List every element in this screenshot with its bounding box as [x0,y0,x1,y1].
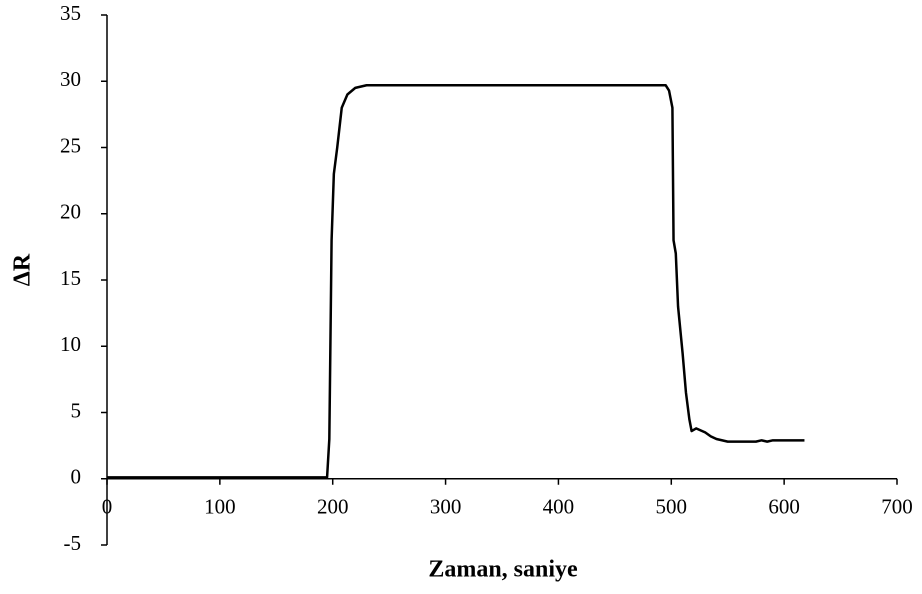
data-line [107,83,805,479]
x-tick-label: 300 [430,495,462,519]
y-tick-label: 15 [60,266,81,290]
x-tick-label: 500 [656,495,688,519]
y-tick-label: -5 [64,531,82,555]
y-axis-label: ΔR [10,253,36,286]
x-tick-label: 700 [881,495,913,519]
y-tick-label: 5 [71,398,82,422]
x-tick-label: 200 [317,495,349,519]
x-tick-label: 400 [543,495,575,519]
y-tick-label: 20 [60,200,81,224]
y-tick-label: 10 [60,332,81,356]
x-tick-label: 0 [102,495,113,519]
y-tick-label: 35 [60,1,81,25]
x-axis-label: Zaman, saniye [428,557,578,583]
y-tick-label: 25 [60,133,81,157]
x-tick-label: 100 [204,495,236,519]
y-tick-label: 30 [60,67,81,91]
y-tick-label: 0 [71,465,82,489]
x-tick-label: 600 [768,495,800,519]
